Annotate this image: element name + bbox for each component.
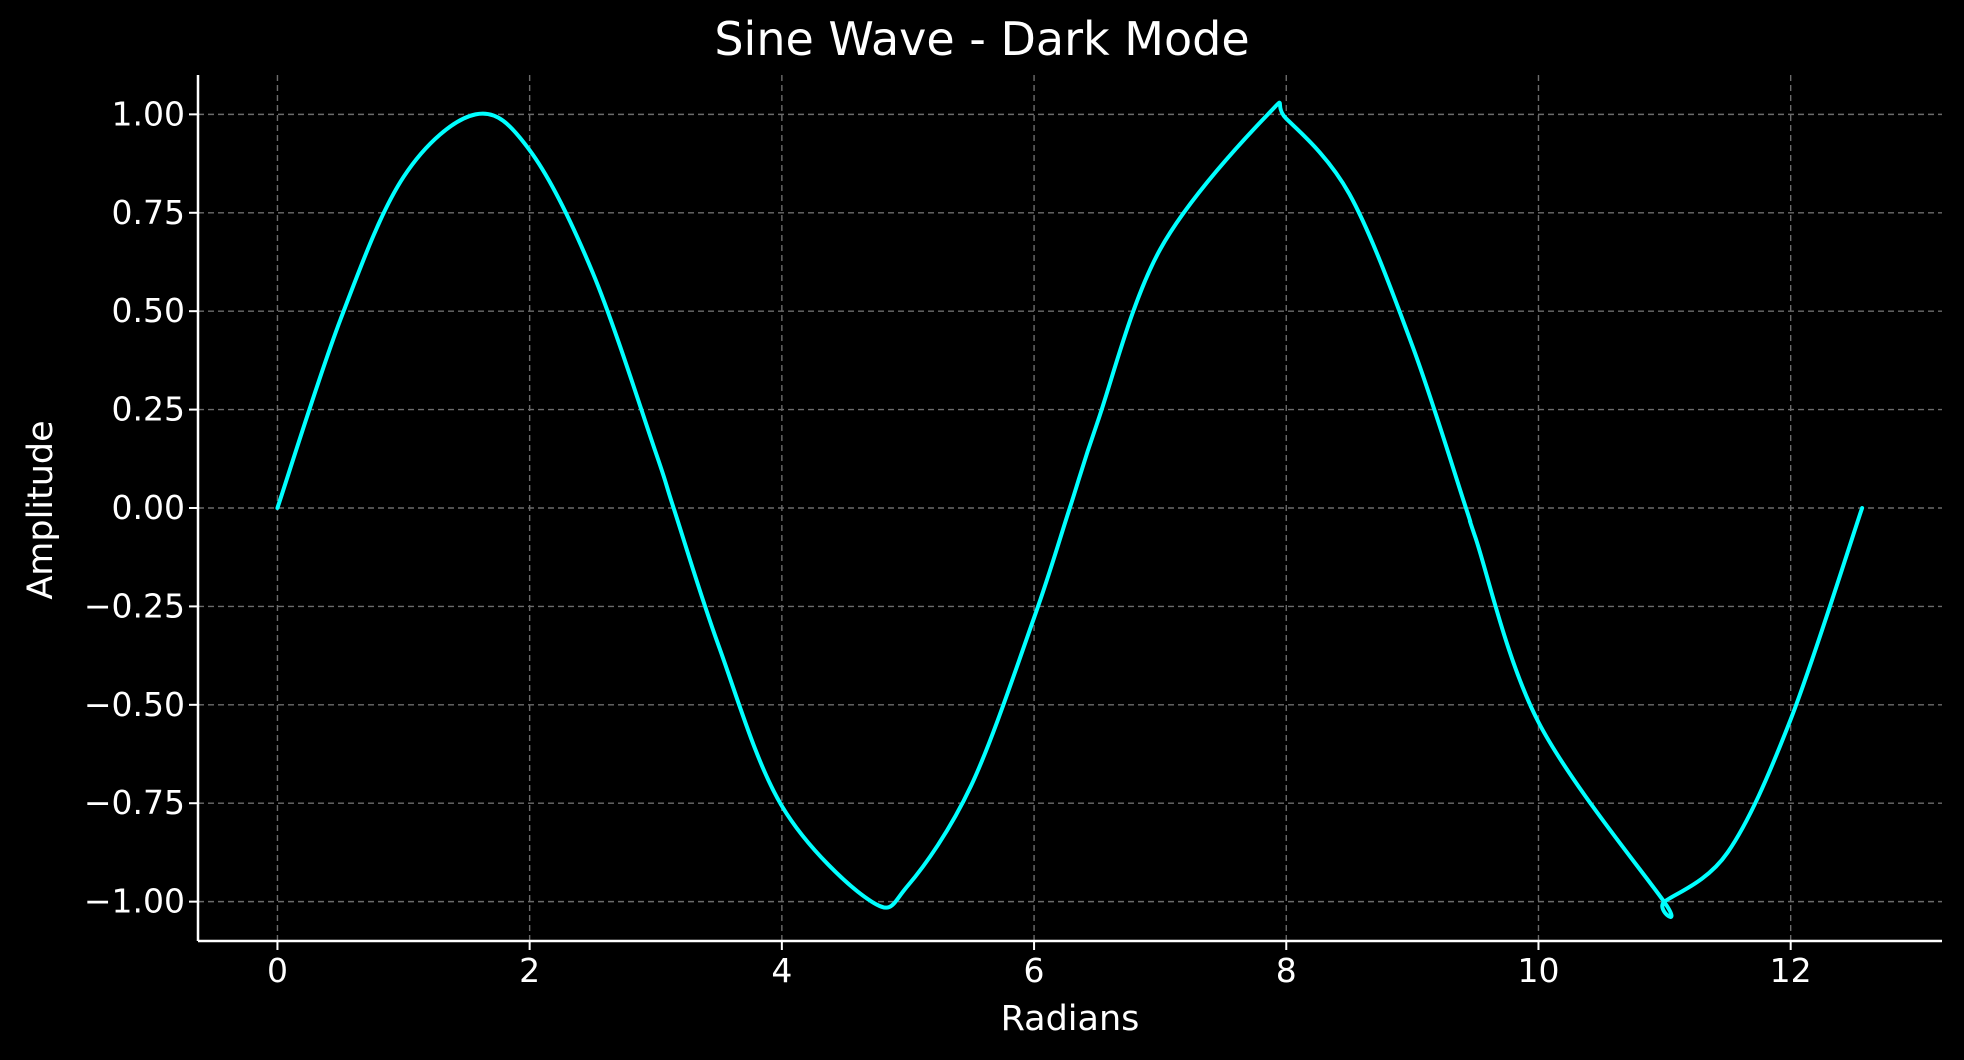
x-tick-label: 10 (1517, 951, 1559, 990)
x-axis-label: Radians (1001, 999, 1140, 1039)
x-tick-label: 0 (267, 951, 288, 990)
series-layer (277, 103, 1862, 917)
y-tick-label: −0.75 (84, 783, 185, 822)
y-tick-label: −0.50 (84, 685, 185, 724)
x-tick-label: 4 (771, 951, 792, 990)
y-tick-label: 0.50 (112, 291, 185, 330)
y-tick-label: 1.00 (112, 94, 185, 133)
x-tick-label: 6 (1024, 951, 1045, 990)
y-tick-label: 0.25 (112, 390, 185, 429)
sine-series-line (277, 103, 1862, 917)
x-tick-label: 8 (1276, 951, 1297, 990)
y-tick-label: 0.00 (112, 488, 185, 527)
y-tick-label: −1.00 (84, 882, 185, 921)
y-tick-label: −0.25 (84, 586, 185, 625)
y-axis-label: Amplitude (21, 420, 61, 599)
axes (189, 75, 1942, 950)
y-tick-label: 0.75 (112, 193, 185, 232)
chart-title: Sine Wave - Dark Mode (714, 12, 1249, 66)
x-tick-label: 12 (1770, 951, 1812, 990)
x-tick-label: 2 (519, 951, 540, 990)
tick-labels: 0 2 4 6 8 10 12 1.00 0.75 0.50 0.25 0.00 −0.25 −0.50 −… (84, 94, 1812, 990)
